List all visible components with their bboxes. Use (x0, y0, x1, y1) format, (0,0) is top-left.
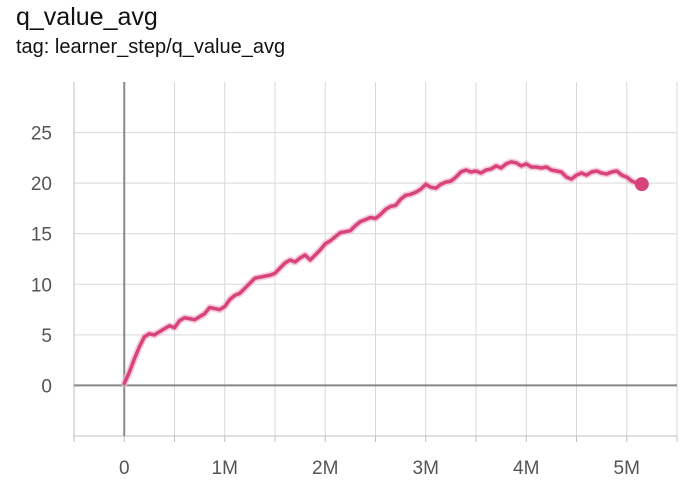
chart-title: q_value_avg (16, 3, 158, 31)
plot-area (120, 158, 649, 387)
y-tick-label: 15 (31, 225, 52, 246)
x-tick-label: 5M (614, 458, 640, 479)
x-tick-label: 3M (413, 458, 439, 479)
x-tick-label: 4M (513, 458, 539, 479)
x-tick-label: 1M (212, 458, 238, 479)
chart-subtitle: tag: learner_step/q_value_avg (16, 36, 286, 58)
series-endpoint-marker[interactable] (634, 177, 649, 192)
y-tick-label: 20 (31, 174, 52, 195)
x-tick-label: 0 (119, 458, 130, 479)
y-tick-label: 0 (41, 376, 52, 397)
grid (73, 82, 678, 436)
raw-series-band (120, 158, 646, 387)
x-tick-label: 2M (312, 458, 338, 479)
series-line (122, 160, 644, 386)
y-tick-label: 10 (31, 275, 52, 296)
y-tick-label: 25 (31, 124, 52, 145)
tick-labels: 0 1M 2M 3M 4M 5M 0 5 10 15 20 25 (31, 124, 640, 479)
y-tick-label: 5 (41, 326, 52, 347)
